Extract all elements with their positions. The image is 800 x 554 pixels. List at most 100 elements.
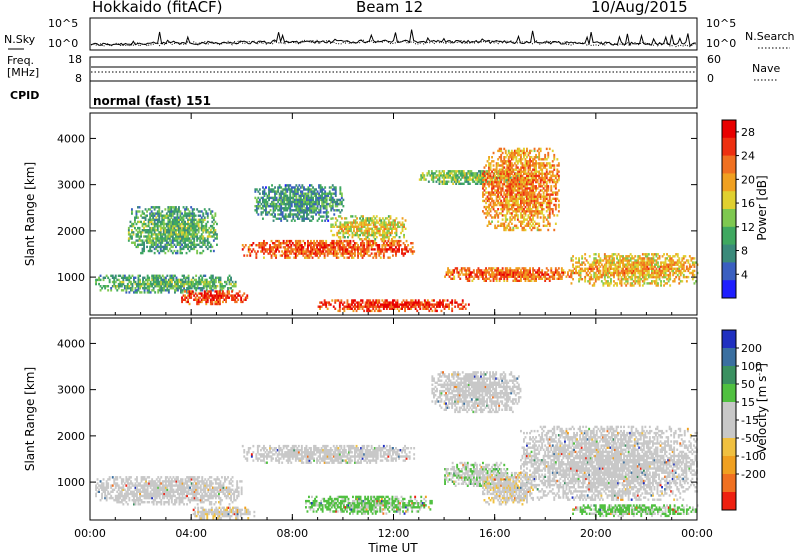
echo-cell (465, 269, 468, 272)
echo-cell (459, 172, 462, 175)
echo-cell (313, 244, 315, 247)
echo-cell (605, 280, 608, 283)
echo-cell (547, 201, 550, 205)
echo-cell (544, 153, 547, 157)
echo-cell (398, 309, 400, 313)
echo-cell (524, 168, 527, 171)
echo-cell (263, 246, 265, 249)
echo-cell (596, 275, 599, 279)
echo-cell (307, 239, 309, 243)
echo-cell (541, 185, 544, 188)
echo-cell (190, 241, 193, 244)
echo-cell (192, 276, 195, 279)
echo-cell (485, 170, 488, 173)
echo-cell (501, 275, 504, 278)
echo-cell (402, 242, 405, 245)
echo-cell (512, 183, 515, 186)
echo-cell (138, 229, 141, 232)
echo-cell (184, 222, 186, 226)
echo-cell (652, 271, 655, 275)
echo-cell (153, 208, 156, 211)
echo-cell (495, 170, 498, 173)
echo-cell (533, 203, 536, 207)
echo-cell (147, 231, 150, 234)
echo-cell (524, 277, 527, 280)
echo-cell (535, 185, 537, 188)
echo-cell (587, 261, 590, 264)
echo-cell (504, 168, 507, 171)
echo-cell (168, 231, 171, 234)
echo-cell (529, 218, 531, 221)
echo-cell (516, 185, 519, 188)
echo-cell (354, 225, 357, 228)
echo-cell (392, 219, 395, 222)
echo-cell (682, 269, 685, 273)
echo-cell (261, 244, 264, 247)
echo-cell (182, 231, 185, 234)
echo-cell (305, 252, 308, 255)
echo-cell (139, 287, 141, 290)
echo-cell (660, 284, 662, 287)
echo-cell (334, 217, 337, 220)
echo-cell (233, 285, 236, 288)
echo-cell (510, 271, 513, 274)
echo-cell (482, 187, 484, 190)
echo-cell (660, 265, 662, 268)
echo-cell (163, 280, 166, 284)
echo-cell (532, 168, 534, 171)
echo-cell (383, 229, 386, 233)
echo-cell (654, 282, 656, 285)
echo-cell (468, 271, 471, 274)
echo-cell (149, 285, 152, 288)
echo-cell (545, 205, 548, 209)
echo-cell (516, 201, 519, 205)
echo-cell (599, 259, 602, 262)
echo-cell (670, 265, 673, 268)
echo-cell (444, 174, 447, 177)
echo-cell (593, 271, 596, 275)
echo-cell (285, 239, 288, 243)
echo-cell (138, 220, 141, 224)
echo-cell (596, 265, 599, 268)
echo-cell (527, 203, 530, 207)
echo-cell (646, 273, 649, 277)
echo-cell (607, 259, 609, 262)
echo-cell (206, 300, 209, 304)
echo-cell (202, 298, 205, 301)
echo-cell (526, 201, 528, 205)
echo-cell (408, 301, 411, 304)
echo-cell (676, 273, 679, 277)
echo-cell (351, 215, 354, 218)
echo-cell (611, 273, 614, 277)
echo-cell (529, 180, 531, 184)
echo-cell (477, 267, 480, 270)
echo-cell (369, 239, 372, 243)
echo-cell (138, 226, 141, 230)
echo-cell (208, 276, 211, 279)
echo-cell (297, 246, 300, 249)
echo-cell (573, 267, 576, 270)
echo-cell (439, 303, 441, 306)
echo-cell (459, 178, 462, 181)
echo-cell (158, 282, 161, 286)
echo-cell (676, 253, 679, 256)
echo-cell (360, 252, 362, 255)
echo-cell (147, 237, 150, 240)
echo-cell (512, 187, 515, 190)
echo-cell (179, 229, 182, 232)
echo-cell (628, 275, 631, 279)
echo-cell (505, 178, 508, 181)
echo-cell (483, 273, 486, 276)
echo-cell (451, 309, 454, 313)
echo-cell (483, 178, 486, 182)
echo-cell (156, 245, 159, 249)
echo-cell (494, 174, 497, 178)
echo-cell (523, 147, 525, 151)
echo-cell (447, 271, 449, 274)
echo-cell (486, 176, 489, 180)
echo-cell (386, 217, 389, 220)
echo-cell (214, 296, 217, 299)
echo-cell (350, 229, 352, 233)
echo-cell (372, 305, 375, 308)
